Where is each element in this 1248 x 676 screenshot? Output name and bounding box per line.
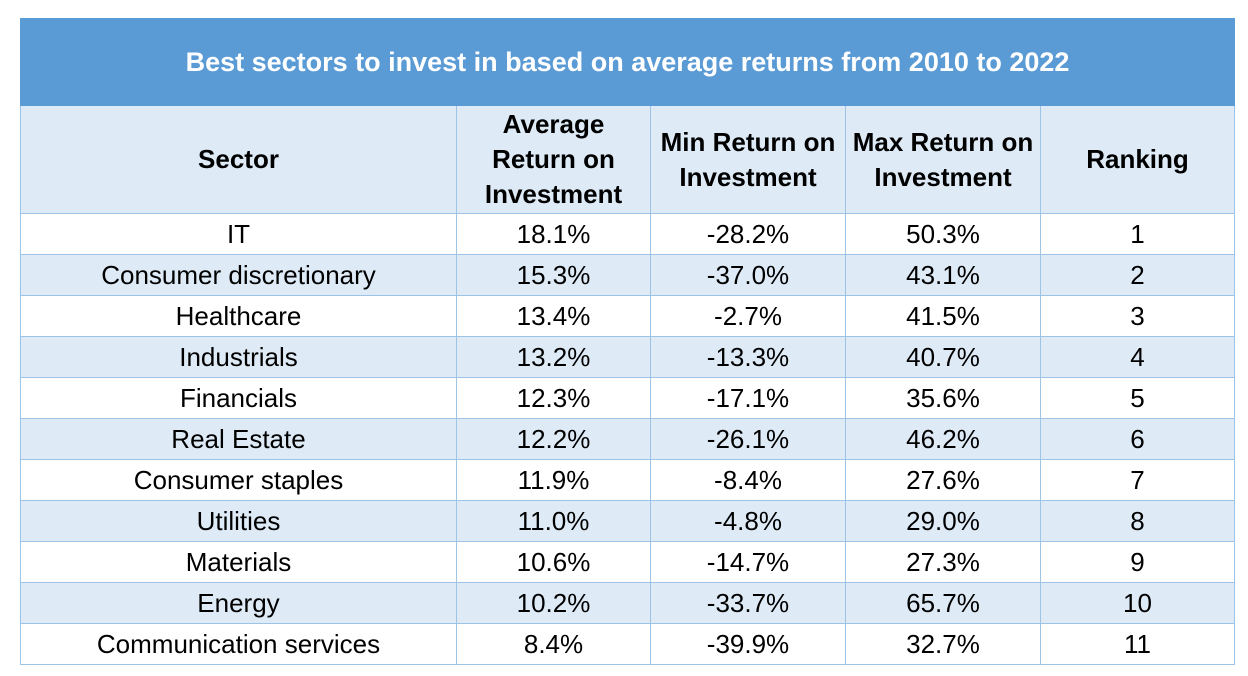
ranking-cell: 4 [1040, 336, 1235, 378]
min-return-cell: -13.3% [650, 336, 846, 378]
max-return-cell: 35.6% [845, 377, 1041, 419]
sector-cell: Communication services [20, 623, 457, 665]
average-return-cell: 11.0% [456, 500, 651, 542]
table-row: IT 18.1% -28.2% 50.3% 1 [20, 213, 1235, 255]
column-header-max-return: Max Return on Investment [845, 105, 1041, 214]
table-row: Consumer staples 11.9% -8.4% 27.6% 7 [20, 459, 1235, 501]
ranking-cell: 5 [1040, 377, 1235, 419]
average-return-cell: 11.9% [456, 459, 651, 501]
max-return-cell: 41.5% [845, 295, 1041, 337]
average-return-cell: 10.6% [456, 541, 651, 583]
ranking-cell: 7 [1040, 459, 1235, 501]
min-return-cell: -14.7% [650, 541, 846, 583]
column-header-min-return: Min Return on Investment [650, 105, 846, 214]
average-return-cell: 18.1% [456, 213, 651, 255]
max-return-cell: 65.7% [845, 582, 1041, 624]
max-return-cell: 27.6% [845, 459, 1041, 501]
average-return-cell: 12.2% [456, 418, 651, 460]
min-return-cell: -26.1% [650, 418, 846, 460]
column-header-sector: Sector [20, 105, 457, 214]
ranking-cell: 3 [1040, 295, 1235, 337]
max-return-cell: 32.7% [845, 623, 1041, 665]
average-return-cell: 15.3% [456, 254, 651, 296]
ranking-cell: 9 [1040, 541, 1235, 583]
sector-cell: Utilities [20, 500, 457, 542]
table-row: Financials 12.3% -17.1% 35.6% 5 [20, 377, 1235, 419]
min-return-cell: -4.8% [650, 500, 846, 542]
table-row: Consumer discretionary 15.3% -37.0% 43.1% 2 [20, 254, 1235, 296]
sector-cell: Real Estate [20, 418, 457, 460]
sector-cell: Healthcare [20, 295, 457, 337]
min-return-cell: -28.2% [650, 213, 846, 255]
ranking-cell: 10 [1040, 582, 1235, 624]
table-row: Materials 10.6% -14.7% 27.3% 9 [20, 541, 1235, 583]
min-return-cell: -33.7% [650, 582, 846, 624]
sector-cell: Financials [20, 377, 457, 419]
header-row: Sector Average Return on Investment Min … [20, 105, 1235, 214]
min-return-cell: -2.7% [650, 295, 846, 337]
table-body: IT 18.1% -28.2% 50.3% 1 Consumer discretionar… [20, 213, 1235, 665]
max-return-cell: 50.3% [845, 213, 1041, 255]
sector-returns-table: Best sectors to invest in based on avera… [20, 18, 1235, 665]
min-return-cell: -17.1% [650, 377, 846, 419]
ranking-cell: 2 [1040, 254, 1235, 296]
sector-cell: Consumer staples [20, 459, 457, 501]
average-return-cell: 13.2% [456, 336, 651, 378]
max-return-cell: 27.3% [845, 541, 1041, 583]
sector-cell: Energy [20, 582, 457, 624]
average-return-cell: 10.2% [456, 582, 651, 624]
returns-table-container: Best sectors to invest in based on avera… [20, 18, 1235, 665]
column-header-ranking: Ranking [1040, 105, 1235, 214]
max-return-cell: 43.1% [845, 254, 1041, 296]
table-row: Real Estate 12.2% -26.1% 46.2% 6 [20, 418, 1235, 460]
ranking-cell: 8 [1040, 500, 1235, 542]
table-row: Industrials 13.2% -13.3% 40.7% 4 [20, 336, 1235, 378]
sector-cell: IT [20, 213, 457, 255]
average-return-cell: 12.3% [456, 377, 651, 419]
ranking-cell: 11 [1040, 623, 1235, 665]
max-return-cell: 46.2% [845, 418, 1041, 460]
sector-cell: Industrials [20, 336, 457, 378]
column-header-average-return: Average Return on Investment [456, 105, 651, 214]
table-row: Utilities 11.0% -4.8% 29.0% 8 [20, 500, 1235, 542]
ranking-cell: 1 [1040, 213, 1235, 255]
min-return-cell: -39.9% [650, 623, 846, 665]
ranking-cell: 6 [1040, 418, 1235, 460]
sector-cell: Consumer discretionary [20, 254, 457, 296]
title-row: Best sectors to invest in based on avera… [20, 18, 1235, 106]
table-title: Best sectors to invest in based on avera… [20, 18, 1235, 106]
table-row: Healthcare 13.4% -2.7% 41.5% 3 [20, 295, 1235, 337]
max-return-cell: 40.7% [845, 336, 1041, 378]
min-return-cell: -8.4% [650, 459, 846, 501]
average-return-cell: 8.4% [456, 623, 651, 665]
sector-cell: Materials [20, 541, 457, 583]
table-row: Energy 10.2% -33.7% 65.7% 10 [20, 582, 1235, 624]
table-row: Communication services 8.4% -39.9% 32.7% 11 [20, 623, 1235, 665]
min-return-cell: -37.0% [650, 254, 846, 296]
average-return-cell: 13.4% [456, 295, 651, 337]
max-return-cell: 29.0% [845, 500, 1041, 542]
